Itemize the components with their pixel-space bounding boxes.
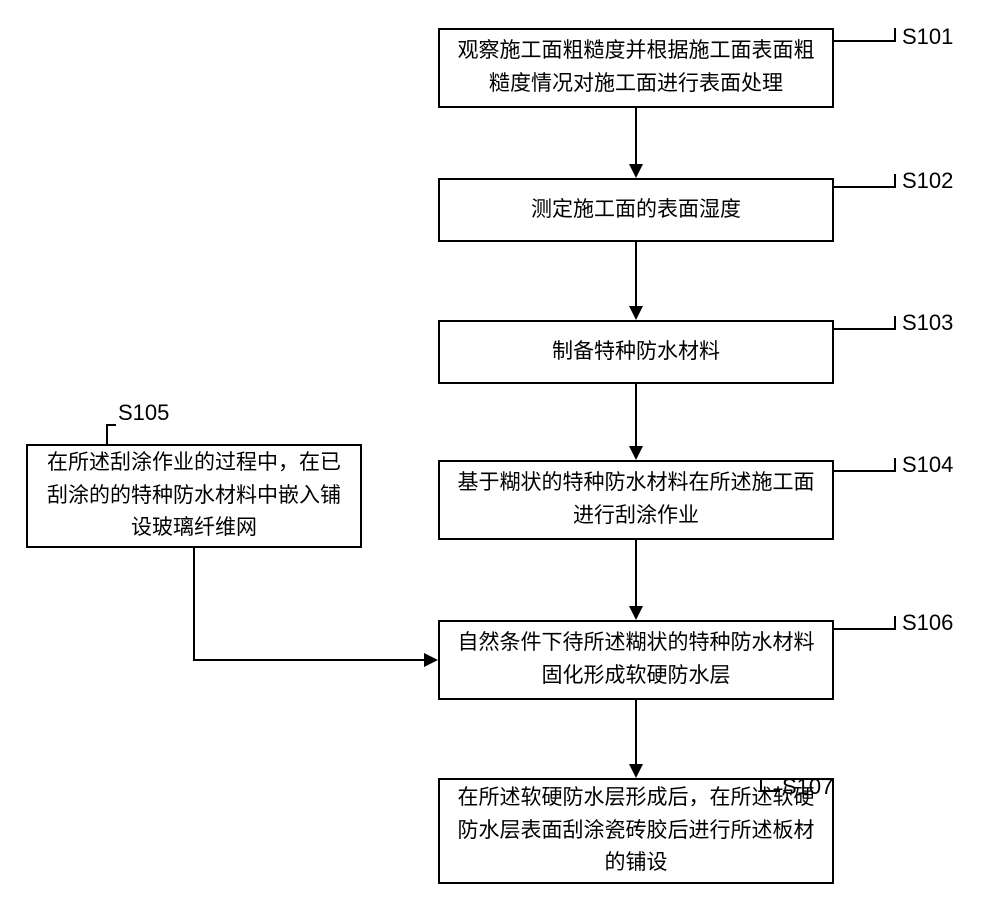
flow-node-s101: 观察施工面粗糙度并根据施工面表面粗糙度情况对施工面进行表面处理	[438, 28, 834, 108]
node-label-s105: S105	[118, 400, 169, 426]
arrow-head-icon	[629, 446, 643, 460]
node-label-s107: S107	[782, 774, 833, 800]
label-leader	[894, 174, 896, 188]
label-leader	[834, 628, 894, 630]
label-leader	[760, 790, 780, 792]
flow-node-s106: 自然条件下待所述糊状的特种防水材料固化形成软硬防水层	[438, 620, 834, 700]
arrow-line	[635, 384, 637, 447]
flow-node-s107: 在所述软硬防水层形成后，在所述软硬防水层表面刮涂瓷砖胶后进行所述板材的铺设	[438, 778, 834, 884]
arrow-head-icon	[629, 164, 643, 178]
arrow-line	[193, 548, 195, 660]
arrow-line	[635, 242, 637, 307]
label-leader	[106, 424, 116, 426]
label-leader	[834, 40, 894, 42]
node-label-s102: S102	[902, 168, 953, 194]
label-leader	[894, 316, 896, 330]
node-text: 在所述软硬防水层形成后，在所述软硬防水层表面刮涂瓷砖胶后进行所述板材的铺设	[454, 782, 818, 880]
node-text: 测定施工面的表面湿度	[531, 194, 741, 227]
node-label-s104: S104	[902, 452, 953, 478]
label-leader	[106, 424, 108, 444]
label-leader	[894, 28, 896, 42]
flowchart-container: 观察施工面粗糙度并根据施工面表面粗糙度情况对施工面进行表面处理 S101 测定施…	[0, 0, 1000, 921]
node-text: 制备特种防水材料	[552, 336, 720, 369]
node-label-s106: S106	[902, 610, 953, 636]
arrow-head-icon	[629, 306, 643, 320]
node-text: 在所述刮涂作业的过程中，在已刮涂的的特种防水材料中嵌入铺设玻璃纤维网	[42, 447, 346, 545]
flow-node-s105: 在所述刮涂作业的过程中，在已刮涂的的特种防水材料中嵌入铺设玻璃纤维网	[26, 444, 362, 548]
label-leader	[760, 778, 762, 792]
flow-node-s103: 制备特种防水材料	[438, 320, 834, 384]
label-leader	[834, 328, 894, 330]
label-leader	[834, 470, 894, 472]
arrow-line	[635, 540, 637, 607]
flow-node-s102: 测定施工面的表面湿度	[438, 178, 834, 242]
arrow-head-icon	[424, 653, 438, 667]
arrow-head-icon	[629, 764, 643, 778]
arrow-line	[193, 659, 425, 661]
node-text: 观察施工面粗糙度并根据施工面表面粗糙度情况对施工面进行表面处理	[454, 35, 818, 100]
node-label-s101: S101	[902, 24, 953, 50]
flow-node-s104: 基于糊状的特种防水材料在所述施工面进行刮涂作业	[438, 460, 834, 540]
arrow-line	[635, 108, 637, 165]
label-leader	[894, 458, 896, 472]
label-leader	[834, 186, 894, 188]
arrow-line	[635, 700, 637, 765]
node-text: 自然条件下待所述糊状的特种防水材料固化形成软硬防水层	[454, 627, 818, 692]
label-leader	[894, 616, 896, 630]
arrow-head-icon	[629, 606, 643, 620]
node-label-s103: S103	[902, 310, 953, 336]
node-text: 基于糊状的特种防水材料在所述施工面进行刮涂作业	[454, 467, 818, 532]
